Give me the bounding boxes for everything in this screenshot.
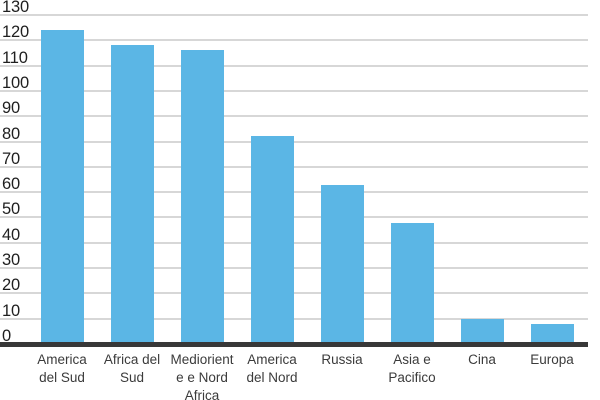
y-axis-tick-label: 60	[2, 175, 20, 194]
y-axis-tick-label: 50	[2, 200, 20, 219]
y-axis-tick-label: 120	[2, 23, 29, 42]
x-axis-category-label: Asia e Pacifico	[388, 352, 436, 385]
gridline-y-120	[0, 39, 588, 42]
y-axis-tick-label: 0	[2, 327, 11, 345]
gridline-y-70	[0, 165, 588, 168]
y-axis-tick-label: 30	[2, 251, 20, 270]
bar-asia-e-pacifico[interactable]	[390, 222, 434, 344]
gridline-y-20	[0, 292, 588, 295]
x-axis-category-label: Europa	[530, 352, 574, 367]
gridline-y-60	[0, 191, 588, 194]
gridline-y-100	[0, 89, 588, 92]
gridline-y-110	[0, 64, 588, 67]
bar-russia[interactable]	[320, 184, 364, 344]
y-axis-tick-label: 130	[2, 0, 29, 16]
x-axis-category-label: America del Nord	[246, 352, 298, 385]
y-axis-tick-label: 10	[2, 301, 20, 320]
x-axis-category-label: Africa del Sud	[103, 352, 161, 385]
y-axis-tick-label: 80	[2, 124, 20, 143]
x-axis-category-label: Mediorient e e Nord Africa	[170, 352, 234, 400]
gridline-y-50	[0, 216, 588, 219]
y-axis-tick-label: 40	[2, 225, 20, 244]
y-axis-tick-label: 20	[2, 276, 20, 295]
y-axis-tick-label: 90	[2, 99, 20, 118]
gridline-y-90	[0, 115, 588, 118]
y-axis-tick-label: 100	[2, 73, 29, 92]
gridline-y-10	[0, 317, 588, 320]
bar-america-del-nord[interactable]	[250, 136, 294, 344]
y-axis-tick-label: 70	[2, 149, 20, 168]
x-axis-category-label: Russia	[321, 352, 363, 367]
x-axis-category-label: America del Sud	[37, 352, 87, 385]
bar-africa-del-sud[interactable]	[110, 45, 154, 344]
y-axis-tick-label: 110	[2, 48, 28, 67]
bar-america-del-sud[interactable]	[40, 30, 84, 344]
gridline-y-130	[0, 13, 588, 16]
x-axis-baseline	[0, 341, 588, 347]
bar-medioriente-e-nord-africa[interactable]	[180, 50, 224, 344]
gridline-y-30	[0, 267, 588, 270]
gridline-y-40	[0, 241, 588, 244]
gridline-y-80	[0, 140, 588, 143]
x-axis-category-label: Cina	[468, 352, 496, 367]
bar-europa[interactable]	[530, 323, 574, 344]
bar-cina[interactable]	[460, 318, 504, 344]
